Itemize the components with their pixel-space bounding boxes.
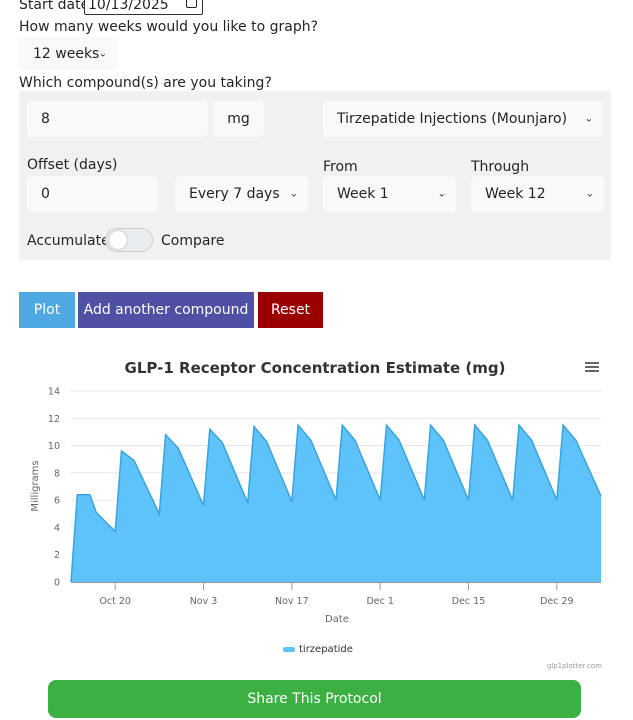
weeks-select-value: 12 weeks — [33, 46, 100, 62]
legend-swatch — [283, 647, 295, 652]
start-date-value: 10/13/2025 — [88, 0, 169, 13]
legend-label: tirzepatide — [299, 644, 353, 655]
concentration-chart: GLP-1 Receptor Concentration Estimate (m… — [30, 359, 602, 670]
y-axis-label: Milligrams — [30, 460, 41, 511]
reset-button[interactable]: Reset — [258, 292, 323, 328]
chevron-down-icon: ⌄ — [98, 48, 107, 60]
from-select-value: Week 1 — [337, 186, 389, 202]
y-tick-label: 10 — [48, 441, 60, 452]
x-tick-label: Oct 20 — [99, 596, 131, 607]
unit-label: mg — [227, 111, 250, 127]
compare-label: Compare — [161, 233, 225, 249]
y-tick-label: 12 — [48, 414, 60, 425]
x-tick-label: Nov 17 — [275, 596, 309, 607]
accumulate-compare-toggle[interactable] — [105, 228, 153, 252]
weeks-select[interactable]: 12 weeks ⌄ — [19, 37, 117, 71]
compound-select[interactable]: Tirzepatide Injections (Mounjaro) ⌄ — [323, 101, 603, 137]
offset-value: 0 — [41, 186, 50, 202]
y-tick-label: 14 — [48, 387, 60, 398]
y-tick-label: 2 — [54, 550, 60, 561]
offset-input[interactable]: 0 — [27, 176, 158, 212]
through-select[interactable]: Week 12 ⌄ — [471, 176, 604, 212]
start-date-label: Start date: — [19, 0, 94, 13]
chart-menu-icon[interactable] — [585, 362, 599, 372]
legend-item-tirzepatide[interactable]: tirzepatide — [283, 644, 353, 655]
chevron-down-icon: ⌄ — [437, 188, 446, 200]
x-tick-label: Nov 3 — [190, 596, 218, 607]
chart-credit[interactable]: glp1plotter.com — [547, 662, 602, 670]
from-select[interactable]: Week 1 ⌄ — [323, 176, 456, 212]
dose-input[interactable]: 8 — [27, 101, 208, 137]
chevron-down-icon: ⌄ — [584, 113, 593, 125]
through-label: Through — [471, 159, 530, 175]
start-date-input[interactable]: 10/13/2025 — [84, 0, 203, 15]
through-select-value: Week 12 — [485, 186, 546, 202]
offset-label: Offset (days) — [27, 157, 118, 173]
frequency-select-value: Every 7 days — [189, 186, 280, 202]
toggle-knob — [109, 231, 127, 249]
x-tick-label: Dec 15 — [452, 596, 486, 607]
calendar-icon[interactable] — [186, 0, 197, 8]
compound-select-value: Tirzepatide Injections (Mounjaro) — [337, 111, 568, 127]
chevron-down-icon: ⌄ — [585, 188, 594, 200]
y-tick-label: 6 — [54, 496, 60, 507]
x-axis-label: Date — [325, 614, 349, 625]
dose-value: 8 — [41, 111, 50, 127]
y-tick-label: 4 — [54, 523, 60, 534]
chevron-down-icon: ⌄ — [289, 188, 298, 200]
series-line-tirzepatide — [70, 423, 602, 583]
plot-button[interactable]: Plot — [19, 292, 75, 328]
frequency-select[interactable]: Every 7 days ⌄ — [175, 176, 308, 212]
weeks-question: How many weeks would you like to graph? — [19, 19, 319, 35]
add-compound-button[interactable]: Add another compound — [78, 292, 254, 328]
chart-title: GLP-1 Receptor Concentration Estimate (m… — [125, 359, 506, 377]
y-tick-label: 0 — [54, 578, 60, 589]
x-tick-label: Dec 1 — [366, 596, 393, 607]
accumulate-label: Accumulate — [27, 233, 110, 249]
x-tick-label: Dec 29 — [540, 596, 574, 607]
compound-question: Which compound(s) are you taking? — [19, 75, 272, 91]
series-area-tirzepatide — [71, 425, 601, 582]
from-label: From — [323, 159, 358, 175]
unit-field: mg — [213, 101, 264, 137]
share-protocol-button[interactable]: Share This Protocol — [48, 680, 581, 718]
y-tick-label: 8 — [54, 468, 60, 479]
